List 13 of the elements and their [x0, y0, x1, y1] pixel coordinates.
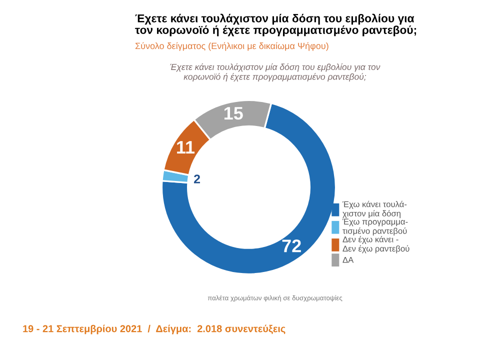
donut-slice — [160, 102, 337, 276]
legend-label: Έχω κάνει τουλά- χιστον μία δόση — [342, 200, 407, 218]
data-label: 15 — [224, 107, 243, 120]
chart-title: Έχετε κάνει τουλάχιστον μία δόση του εμβολίου για τον κορωνοϊό ή έχετε προγραμματισμένο ραντεβού; — [135, 14, 416, 36]
text: 19 - 21 Σεπτεμβρίου 2021 / Δείγμα: 2.018 συνεντεύξεις — [23, 324, 286, 334]
data-label: 72 — [282, 240, 301, 252]
legend-label: Έχω προγραμμα- τισμένο ραντεβού — [342, 218, 408, 236]
legend-label: ΔΑ — [342, 256, 354, 263]
legend-label: Δεν έχω κάνει - Δεν έχω ραντεβού — [342, 236, 410, 254]
data-label: 2 — [194, 174, 200, 184]
data-label: 11 — [177, 141, 195, 154]
chart-subtitle: Σύνολο δείγματος (Ενήλικοι με δικαίωμα Ψήφου) — [135, 42, 328, 51]
text: Έχετε κάνει τουλάχιστον μία δόση του εμβολίου για τον κορωνοϊό ή έχετε προγραμματισμένο ραντεβού; — [170, 63, 380, 82]
